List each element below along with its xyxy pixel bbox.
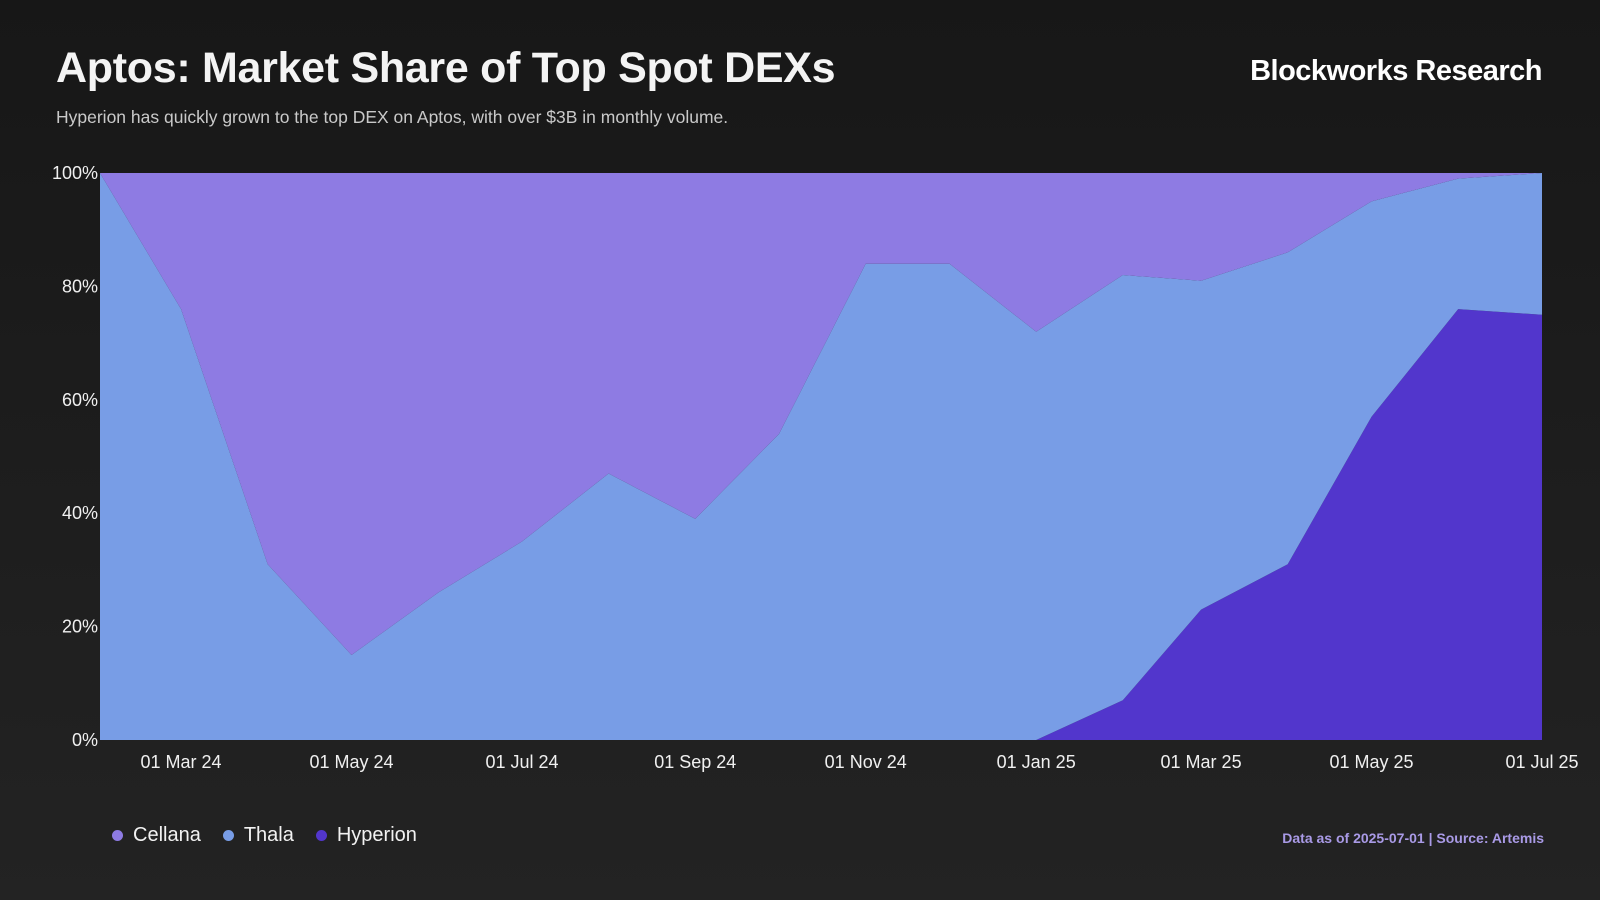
brand-logo: Blockworks Research	[1250, 55, 1542, 87]
legend-swatch-hyperion	[315, 830, 327, 841]
area-series-cellana	[100, 173, 1542, 655]
chart-title: Aptos: Market Share of Top Spot DEXs	[56, 44, 836, 92]
legend: Cellana Thala Hyperion	[112, 824, 417, 847]
y-tick-label: 100%	[52, 163, 98, 183]
y-axis: 0% 20% 40% 60% 80% 100%	[52, 163, 98, 750]
x-axis: 01 Mar 24 01 May 24 01 Jul 24 01 Sep 24 01 N…	[141, 752, 1579, 772]
y-tick-label: 40%	[62, 503, 98, 523]
area-series-hyperion	[100, 309, 1542, 740]
legend-item-cellana[interactable]: Cellana	[112, 824, 201, 847]
y-tick-label: 80%	[62, 276, 98, 296]
x-tick-label: 01 Sep 24	[654, 752, 736, 772]
x-tick-label: 01 Jul 25	[1505, 752, 1578, 772]
area-series-group	[100, 173, 1542, 740]
x-tick-label: 01 Jan 25	[997, 752, 1076, 772]
legend-swatch-cellana	[112, 830, 123, 841]
legend-item-thala[interactable]: Thala	[222, 824, 294, 847]
x-tick-label: 01 May 25	[1329, 752, 1413, 772]
x-tick-label: 01 Mar 24	[141, 752, 222, 772]
x-tick-label: 01 Nov 24	[825, 752, 907, 772]
chart-subtitle: Hyperion has quickly grown to the top DE…	[56, 107, 729, 127]
y-tick-label: 60%	[62, 390, 98, 410]
x-tick-label: 01 May 24	[309, 752, 393, 772]
legend-item-hyperion[interactable]: Hyperion	[315, 824, 417, 847]
area-series-thala	[100, 173, 1542, 740]
legend-swatch-thala	[222, 830, 234, 841]
source-note: Data as of 2025-07-01 | Source: Artemis	[1282, 830, 1544, 846]
y-tick-label: 0%	[72, 730, 98, 750]
y-tick-label: 20%	[62, 617, 98, 637]
x-tick-label: 01 Jul 24	[485, 752, 558, 772]
legend-label-thala: Thala	[243, 824, 294, 846]
x-tick-label: 01 Mar 25	[1161, 752, 1242, 772]
legend-label-hyperion: Hyperion	[336, 824, 417, 846]
legend-label-cellana: Cellana	[133, 824, 201, 846]
